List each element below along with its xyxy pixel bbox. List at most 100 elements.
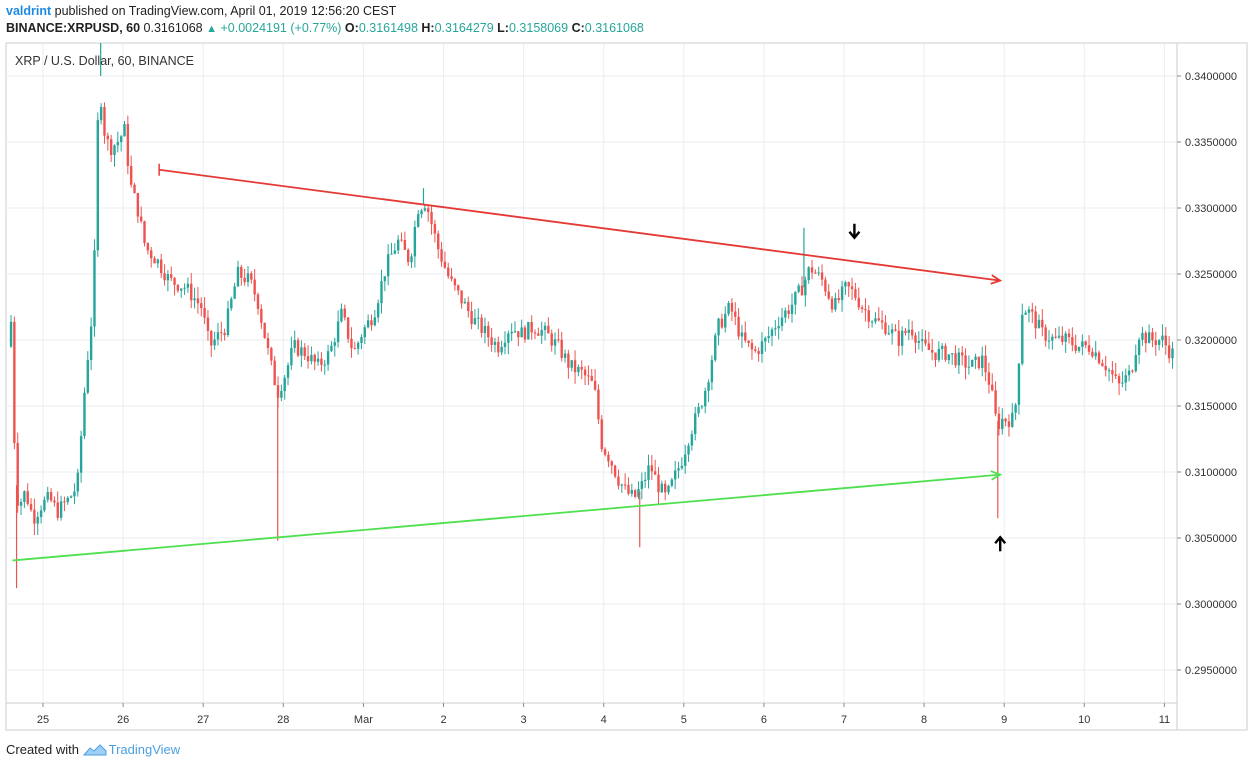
candle-body [684, 454, 687, 466]
candle-body [770, 329, 774, 336]
candle-body [223, 332, 226, 336]
candle-body [36, 516, 39, 524]
candle-body [333, 342, 336, 346]
candle-body [1147, 332, 1151, 344]
candle-body [774, 328, 777, 330]
candle-body [490, 337, 493, 345]
candle-body [330, 345, 333, 352]
candle-body [26, 491, 29, 504]
candle-body [1091, 351, 1094, 357]
candle-body [170, 274, 173, 278]
time-tick-label: 5 [681, 714, 687, 726]
time-tick-label: 9 [1001, 714, 1007, 726]
candle-body [754, 349, 757, 351]
candle-body [510, 331, 513, 334]
candle-body [400, 239, 403, 241]
tradingview-link[interactable]: TradingView [108, 742, 181, 757]
candle-body [1157, 340, 1161, 345]
candle-body [1067, 333, 1071, 338]
candle-body [764, 337, 767, 342]
high-label: H: [421, 21, 435, 35]
candle-body [356, 342, 360, 349]
candle-body [467, 301, 470, 312]
author-name[interactable]: valdrint [6, 4, 52, 18]
trendlines[interactable] [12, 163, 1003, 562]
candle-body [233, 286, 236, 299]
candle-body [714, 335, 717, 361]
candle-body [820, 272, 824, 280]
candle-body [917, 341, 921, 343]
candle-body [597, 389, 600, 420]
candle-body [1164, 335, 1168, 346]
candle-body [880, 320, 884, 323]
arrow-up-head-icon [994, 535, 1007, 545]
candle-body [690, 434, 694, 446]
candle-body [570, 360, 573, 368]
candle-body [1081, 341, 1084, 347]
candle-body [971, 359, 974, 367]
time-tick-label: 10 [1078, 714, 1090, 726]
candle-body [653, 471, 657, 475]
candle-body [727, 302, 730, 314]
candle-body [63, 501, 66, 503]
publish-info: published on TradingView.com, April 01, … [54, 4, 397, 18]
candle-body [864, 308, 867, 311]
close-label: C: [571, 21, 585, 35]
candle-body [677, 468, 680, 471]
price-axis[interactable]: 0.3400000 0.3350000 0.3300000 0.3250000 0.32… [1177, 71, 1237, 677]
candle-body [740, 332, 744, 337]
candle-body [273, 360, 276, 386]
candle-body [807, 267, 810, 281]
candle-body [530, 321, 533, 333]
candle-body [667, 485, 670, 493]
candle-body [326, 351, 330, 365]
time-tick-label: 6 [761, 714, 767, 726]
candle-body [1074, 345, 1077, 351]
created-with: Created with [6, 742, 79, 757]
candle-body [116, 142, 120, 146]
candle-body [623, 484, 627, 486]
candle-body [617, 476, 620, 486]
candle-body [663, 483, 667, 493]
candle-body [573, 360, 577, 373]
candle-body [937, 348, 941, 360]
time-axis[interactable]: 25 26 27 28 Mar 2 3 4 5 6 7 8 9 10 11 [37, 703, 1170, 726]
candle-body [126, 124, 130, 166]
candle-body [967, 366, 971, 368]
candle-body [797, 285, 800, 292]
candle-body [220, 332, 223, 334]
candle-body [1087, 345, 1091, 352]
candle-body [296, 340, 300, 356]
candle-body [900, 330, 904, 346]
candle-body [393, 250, 397, 254]
candle-body [380, 281, 383, 304]
candle-body [430, 212, 433, 225]
candle-body [910, 329, 914, 336]
candle-body [123, 124, 126, 137]
candle-body [810, 267, 814, 273]
candle-body [443, 261, 447, 268]
candle-body [286, 365, 290, 378]
candle-body [780, 317, 784, 327]
candle-body [373, 317, 377, 326]
candle-body [694, 413, 697, 435]
candle-body [493, 341, 497, 345]
candle-body [650, 465, 654, 472]
open-label: O: [344, 21, 359, 35]
symbol-line: BINANCE:XRPUSD, 60 0.3161068 ▲ +0.002419… [6, 21, 644, 35]
candle-body [39, 510, 43, 517]
candle-body [83, 392, 86, 436]
candle-body [1004, 418, 1007, 422]
candle-body [1131, 370, 1134, 372]
candle-body [560, 339, 563, 358]
candle-body [1021, 314, 1024, 364]
candle-body [477, 317, 480, 319]
candle-body [320, 358, 323, 365]
candle-body [340, 308, 343, 322]
candle-body [660, 483, 664, 493]
candle-body [1034, 311, 1037, 329]
candle-body [420, 210, 423, 215]
candle-body [470, 311, 473, 325]
candle-body [363, 327, 367, 338]
